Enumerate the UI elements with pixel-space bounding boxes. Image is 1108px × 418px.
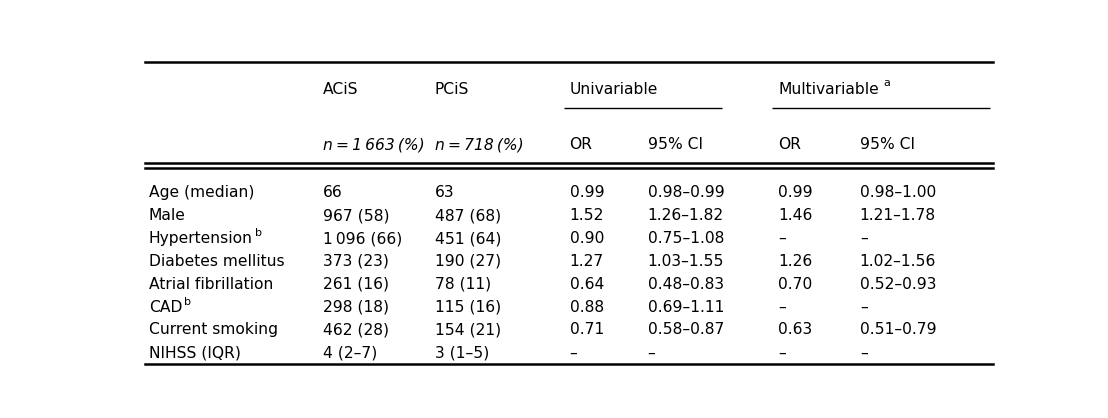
Text: 0.90: 0.90 xyxy=(570,231,604,246)
Text: 0.98–1.00: 0.98–1.00 xyxy=(860,185,936,200)
Text: 1 096 (66): 1 096 (66) xyxy=(324,231,402,246)
Text: ACiS: ACiS xyxy=(324,82,359,97)
Text: –: – xyxy=(778,300,786,315)
Text: 78 (11): 78 (11) xyxy=(434,277,491,292)
Text: 0.88: 0.88 xyxy=(570,300,604,315)
Text: 1.26: 1.26 xyxy=(778,254,812,269)
Text: 0.58–0.87: 0.58–0.87 xyxy=(648,322,725,337)
Text: 1.46: 1.46 xyxy=(778,208,812,223)
Text: 0.98–0.99: 0.98–0.99 xyxy=(648,185,725,200)
Text: 1.27: 1.27 xyxy=(570,254,604,269)
Text: 95% CI: 95% CI xyxy=(648,137,702,152)
Text: 0.75–1.08: 0.75–1.08 xyxy=(648,231,725,246)
Text: 373 (23): 373 (23) xyxy=(324,254,389,269)
Text: 967 (58): 967 (58) xyxy=(324,208,390,223)
Text: 63: 63 xyxy=(434,185,454,200)
Text: 0.52–0.93: 0.52–0.93 xyxy=(860,277,936,292)
Text: 451 (64): 451 (64) xyxy=(434,231,501,246)
Text: Univariable: Univariable xyxy=(570,82,658,97)
Text: OR: OR xyxy=(570,137,593,152)
Text: 0.99: 0.99 xyxy=(570,185,604,200)
Text: 190 (27): 190 (27) xyxy=(434,254,501,269)
Text: PCiS: PCiS xyxy=(434,82,469,97)
Text: Hypertension: Hypertension xyxy=(148,231,253,246)
Text: n = 718 (%): n = 718 (%) xyxy=(434,137,523,152)
Text: Male: Male xyxy=(148,208,186,223)
Text: 0.51–0.79: 0.51–0.79 xyxy=(860,322,936,337)
Text: 66: 66 xyxy=(324,185,342,200)
Text: 0.99: 0.99 xyxy=(778,185,813,200)
Text: 1.02–1.56: 1.02–1.56 xyxy=(860,254,936,269)
Text: 0.63: 0.63 xyxy=(778,322,812,337)
Text: n = 1 663 (%): n = 1 663 (%) xyxy=(324,137,424,152)
Text: 462 (28): 462 (28) xyxy=(324,322,389,337)
Text: a: a xyxy=(883,79,890,89)
Text: 261 (16): 261 (16) xyxy=(324,277,389,292)
Text: 1.52: 1.52 xyxy=(570,208,604,223)
Text: Age (median): Age (median) xyxy=(148,185,254,200)
Text: b: b xyxy=(255,229,261,239)
Text: NIHSS (IQR): NIHSS (IQR) xyxy=(148,345,240,360)
Text: 0.70: 0.70 xyxy=(778,277,812,292)
Text: 95% CI: 95% CI xyxy=(860,137,915,152)
Text: Multivariable: Multivariable xyxy=(778,82,879,97)
Text: b: b xyxy=(184,297,191,307)
Text: 4 (2–7): 4 (2–7) xyxy=(324,345,378,360)
Text: 298 (18): 298 (18) xyxy=(324,300,389,315)
Text: 1.26–1.82: 1.26–1.82 xyxy=(648,208,724,223)
Text: Current smoking: Current smoking xyxy=(148,322,278,337)
Text: –: – xyxy=(570,345,577,360)
Text: 0.48–0.83: 0.48–0.83 xyxy=(648,277,724,292)
Text: –: – xyxy=(778,231,786,246)
Text: 1.03–1.55: 1.03–1.55 xyxy=(648,254,725,269)
Text: CAD: CAD xyxy=(148,300,182,315)
Text: OR: OR xyxy=(778,137,801,152)
Text: –: – xyxy=(860,300,868,315)
Text: 0.71: 0.71 xyxy=(570,322,604,337)
Text: 0.64: 0.64 xyxy=(570,277,604,292)
Text: –: – xyxy=(860,231,868,246)
Text: –: – xyxy=(648,345,656,360)
Text: 154 (21): 154 (21) xyxy=(434,322,501,337)
Text: 1.21–1.78: 1.21–1.78 xyxy=(860,208,936,223)
Text: 3 (1–5): 3 (1–5) xyxy=(434,345,489,360)
Text: 487 (68): 487 (68) xyxy=(434,208,501,223)
Text: –: – xyxy=(860,345,868,360)
Text: 115 (16): 115 (16) xyxy=(434,300,501,315)
Text: –: – xyxy=(778,345,786,360)
Text: 0.69–1.11: 0.69–1.11 xyxy=(648,300,725,315)
Text: Atrial fibrillation: Atrial fibrillation xyxy=(148,277,274,292)
Text: Diabetes mellitus: Diabetes mellitus xyxy=(148,254,285,269)
